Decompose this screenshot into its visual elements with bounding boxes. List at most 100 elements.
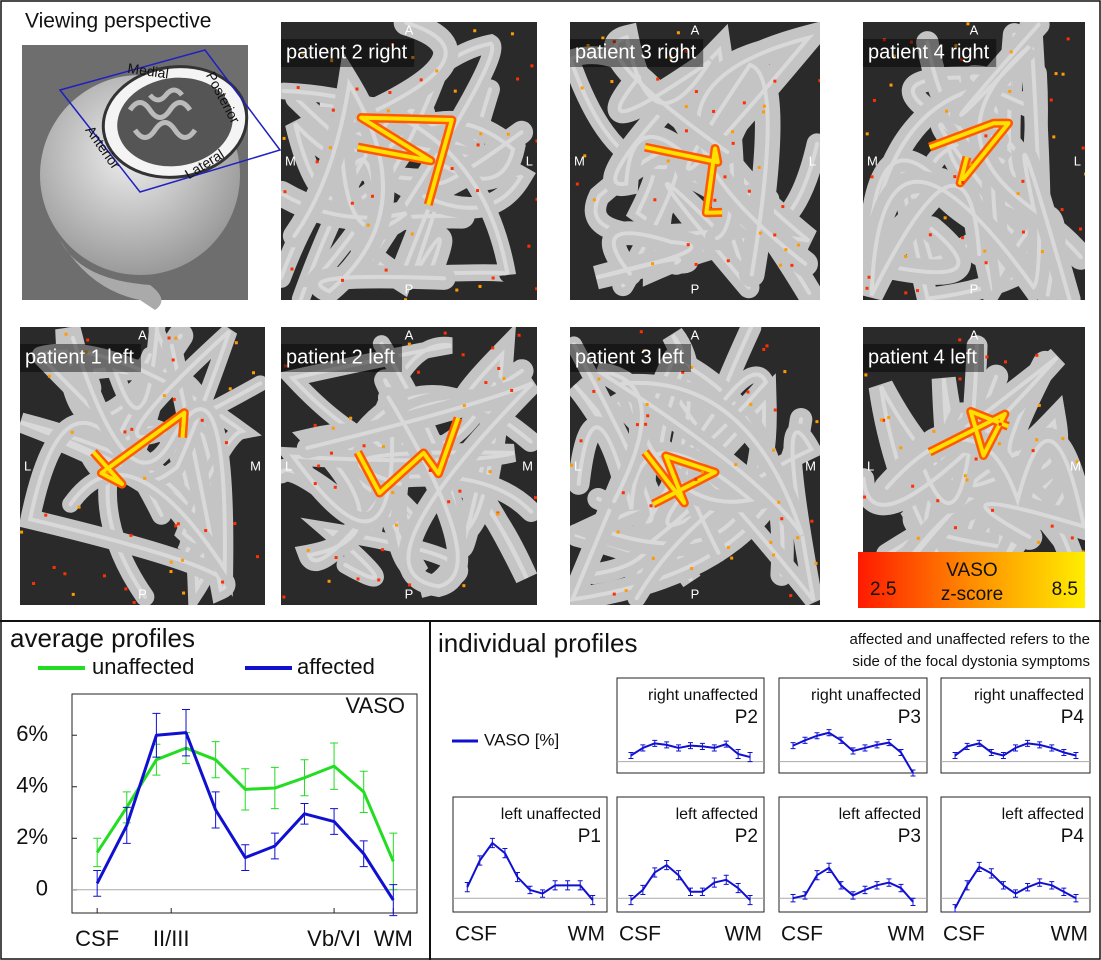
- error-bar: [477, 855, 483, 866]
- activation-voxel: [84, 350, 88, 354]
- activation-voxel: [945, 109, 949, 113]
- error-bar: [489, 837, 495, 849]
- panel-frame: [616, 677, 765, 774]
- activation-voxel: [386, 109, 390, 113]
- activation-voxel: [349, 416, 353, 420]
- label-band: [570, 344, 691, 372]
- activation-voxel: [506, 132, 510, 136]
- activation-voxel: [639, 330, 643, 334]
- activation-voxel: [583, 154, 587, 158]
- error-bar: [964, 880, 970, 891]
- error-bar: [814, 732, 820, 740]
- error-bar: [389, 884, 398, 917]
- activation-voxel: [167, 336, 171, 340]
- activation-voxel: [455, 288, 459, 292]
- activation-voxel: [1081, 550, 1085, 554]
- legend-label: unaffected: [92, 654, 194, 679]
- error-bar: [664, 741, 670, 749]
- activation: [644, 145, 723, 215]
- orientation-label: M: [522, 458, 533, 473]
- error-bar: [1025, 739, 1031, 747]
- label-band: [281, 344, 402, 372]
- activation-voxel: [476, 143, 480, 147]
- error-bar: [699, 887, 705, 896]
- image-label: patient 2 left: [286, 346, 395, 368]
- activation-voxel: [879, 418, 883, 422]
- note: affected and unaffected refers to the: [850, 631, 1090, 648]
- activation-voxel: [690, 365, 694, 369]
- activation-voxel: [870, 175, 874, 179]
- x-label: CSF: [781, 923, 823, 946]
- colorbar-min: 2.5: [870, 579, 896, 600]
- error-bar: [330, 742, 339, 790]
- activation-voxel: [772, 553, 776, 557]
- activation-voxel: [959, 58, 963, 62]
- sulcus-edge: [595, 231, 694, 280]
- activation-voxel: [684, 105, 688, 109]
- activation-voxel: [331, 426, 335, 430]
- activation: [356, 417, 461, 495]
- activation-voxel: [124, 587, 128, 591]
- error-bar: [735, 748, 741, 760]
- error-bar: [577, 880, 583, 891]
- sulcus-edge: [305, 381, 534, 589]
- image-label: patient 4 left: [868, 346, 977, 368]
- panel-title: left affected: [1002, 806, 1084, 823]
- activation-voxel: [580, 86, 584, 90]
- activation-voxel: [965, 478, 969, 482]
- error-bar: [711, 877, 717, 888]
- activation-voxel: [784, 248, 788, 252]
- error-bar: [628, 751, 634, 760]
- activation-voxel: [510, 388, 514, 392]
- activation-voxel: [780, 517, 784, 521]
- activation-voxel: [408, 583, 412, 587]
- activation-voxel: [579, 439, 583, 443]
- activation-voxel: [497, 366, 501, 370]
- error-bar: [826, 729, 832, 737]
- orientation-label: L: [809, 153, 816, 168]
- activation-voxel: [635, 423, 639, 427]
- activation-voxel: [904, 291, 908, 295]
- activation-voxel: [290, 267, 294, 271]
- activation-voxel: [1070, 536, 1074, 540]
- error-bar: [747, 751, 753, 763]
- y-tick-label: 2%: [16, 824, 48, 849]
- error-bar: [1000, 881, 1006, 890]
- activation-voxel: [63, 572, 67, 576]
- activation-voxel: [221, 580, 225, 584]
- activation-voxel: [616, 530, 620, 534]
- brain-image: patient 2 left A L M P: [281, 327, 537, 605]
- panel-subject: P2: [735, 826, 758, 847]
- activation-voxel: [435, 69, 439, 73]
- activation-voxel: [1040, 250, 1044, 254]
- error-bar: [330, 808, 339, 835]
- panel-frame: [616, 796, 765, 913]
- slice-brain: [117, 77, 233, 167]
- orientation-label: P: [691, 586, 700, 601]
- error-bar: [747, 894, 753, 906]
- error-bar: [1037, 741, 1043, 749]
- activation-voxel: [601, 36, 605, 40]
- error-bar: [211, 791, 220, 829]
- error-bar: [826, 862, 832, 873]
- activation-voxel: [162, 394, 166, 398]
- panel-title: left affected: [839, 806, 921, 823]
- error-bar: [898, 883, 904, 893]
- x-label: CSF: [619, 923, 661, 946]
- sulcus-edge: [867, 74, 1034, 256]
- error-bar: [1073, 751, 1079, 760]
- activation-voxel: [510, 32, 514, 36]
- activation: [928, 409, 1009, 458]
- activation-voxel: [666, 159, 670, 163]
- activation-voxel: [694, 90, 698, 94]
- activation-voxel: [985, 355, 989, 359]
- activation-voxel: [204, 529, 208, 533]
- activation-voxel: [781, 205, 785, 209]
- activation-voxel: [903, 254, 907, 258]
- activation-voxel: [143, 476, 147, 480]
- activation-voxel: [773, 408, 777, 412]
- activation-voxel: [958, 377, 962, 381]
- activation-voxel: [954, 44, 958, 48]
- activation-voxel: [893, 54, 897, 58]
- error-bar: [565, 880, 571, 891]
